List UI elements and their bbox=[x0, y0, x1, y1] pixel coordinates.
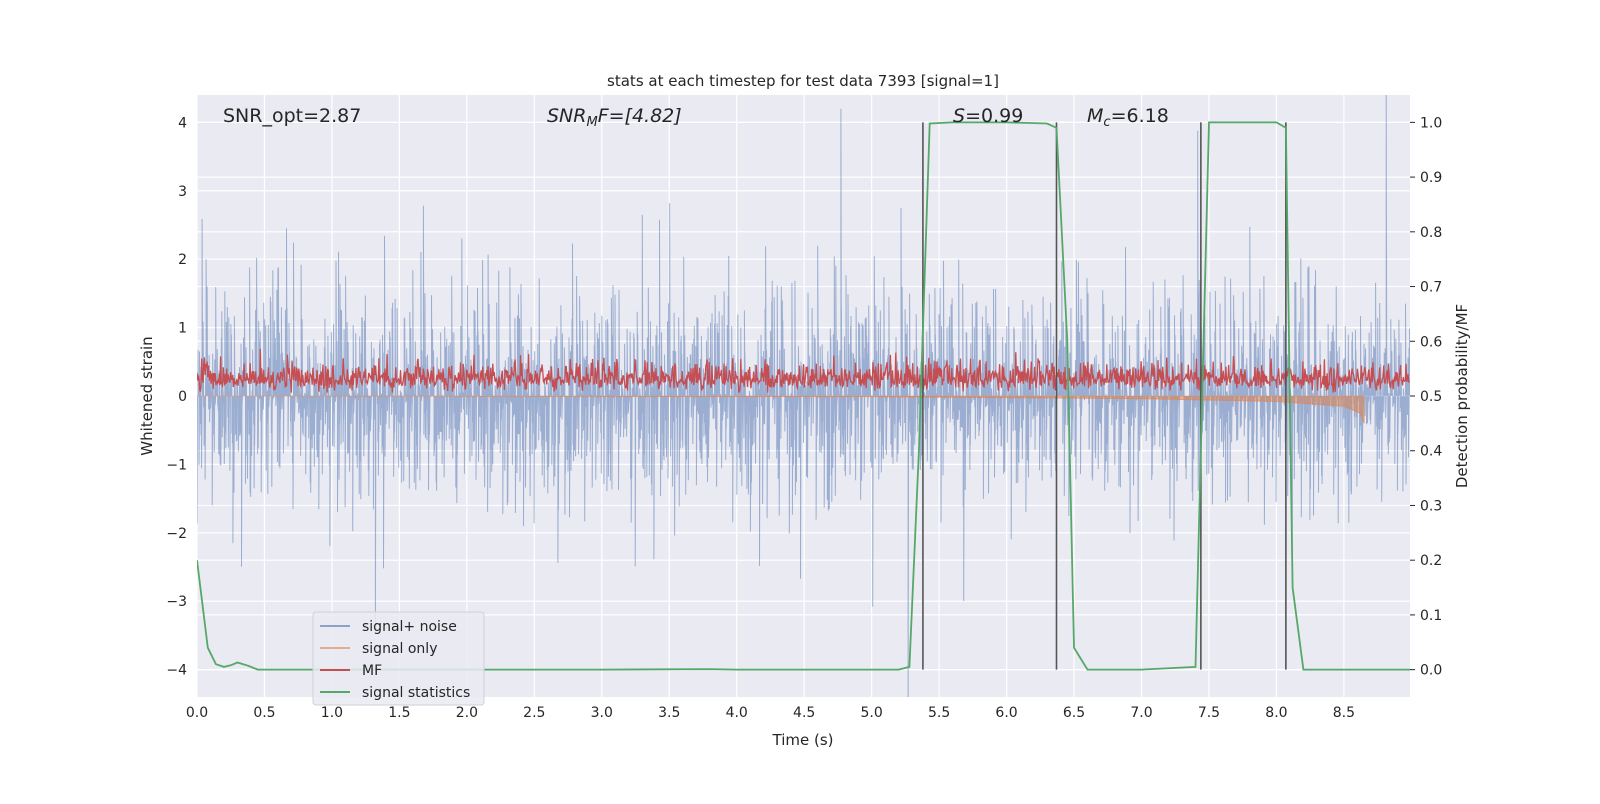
snr-mf-main: SNR bbox=[547, 105, 586, 127]
y-tick-label: 2 bbox=[178, 252, 187, 268]
x-tick-label: 2.5 bbox=[523, 705, 545, 721]
x-tick-label: 0.5 bbox=[253, 705, 275, 721]
y-axis-label: Whitened strain bbox=[138, 336, 156, 455]
legend: signal+ noise signal only MF signal statist… bbox=[312, 611, 485, 706]
y-tick-label: 4 bbox=[178, 115, 187, 131]
mc-rest: =6.18 bbox=[1111, 105, 1169, 127]
s-main: S bbox=[953, 105, 965, 127]
y-tick-label-right: 0.0 bbox=[1420, 663, 1442, 679]
y-axis-label-right: Detection probability/MF bbox=[1453, 304, 1471, 488]
annotation-snr-mf: SNRMF=[4.82] bbox=[547, 105, 682, 130]
legend-box bbox=[312, 611, 485, 706]
x-tick-label: 2.0 bbox=[456, 705, 478, 721]
legend-label: MF bbox=[362, 663, 382, 679]
x-tick-label: 4.5 bbox=[793, 705, 815, 721]
legend-label: signal only bbox=[362, 641, 437, 657]
mc-sub: c bbox=[1103, 115, 1110, 130]
x-tick-label: 4.0 bbox=[726, 705, 748, 721]
y-tick-label-right: 0.6 bbox=[1420, 334, 1442, 350]
y-tick-label: 3 bbox=[178, 184, 187, 200]
x-tick-label: 3.5 bbox=[658, 705, 680, 721]
y-tick-label-right: 0.3 bbox=[1420, 498, 1442, 514]
y-tick-label-right: 0.7 bbox=[1420, 280, 1442, 296]
y-tick-label: −4 bbox=[166, 663, 187, 679]
y-tick-label: −3 bbox=[166, 594, 187, 610]
mc-main: M bbox=[1087, 105, 1103, 127]
series-signal-only bbox=[197, 395, 1365, 424]
y-tick-label: −2 bbox=[166, 526, 187, 542]
s-rest: =0.99 bbox=[965, 105, 1023, 127]
y-tick-label: 1 bbox=[178, 321, 187, 337]
x-tick-label: 1.5 bbox=[388, 705, 410, 721]
series-mf bbox=[197, 348, 1410, 393]
y-tick-label: −1 bbox=[166, 457, 187, 473]
snr-mf-sub: M bbox=[586, 115, 597, 130]
x-tick-label: 7.5 bbox=[1198, 705, 1220, 721]
x-tick-label: 6.0 bbox=[995, 705, 1017, 721]
chart-title: stats at each timestep for test data 739… bbox=[607, 72, 999, 90]
y-tick-label-right: 0.5 bbox=[1420, 389, 1442, 405]
x-tick-label: 5.0 bbox=[861, 705, 883, 721]
annotation-mc: Mc=6.18 bbox=[1087, 105, 1169, 130]
x-tick-label: 1.0 bbox=[321, 705, 343, 721]
y-tick-label-right: 0.4 bbox=[1420, 444, 1442, 460]
x-ticks: 0.0 0.5 1.0 1.5 2.0 2.5 3.0 3.5 4.0 4.5 5.0 5.5 6.0 6… bbox=[186, 705, 1355, 721]
snr-mf-rest: F=[4.82] bbox=[598, 105, 682, 127]
x-tick-label: 6.5 bbox=[1063, 705, 1085, 721]
y-tick-label-right: 0.1 bbox=[1420, 608, 1442, 624]
y-ticks-right: 0.0 0.1 0.2 0.3 0.4 0.5 0.6 0.7 0.8 0.9 1.0 bbox=[1410, 115, 1442, 679]
x-tick-label: 7.0 bbox=[1130, 705, 1152, 721]
y-ticks: −4 −3 −2 −1 0 1 2 3 4 bbox=[166, 115, 187, 678]
annotation-snr-opt: SNR_opt=2.87 bbox=[223, 105, 361, 127]
x-tick-label: 3.0 bbox=[591, 705, 613, 721]
x-tick-label: 5.5 bbox=[928, 705, 950, 721]
y-tick-label: 0 bbox=[178, 389, 187, 405]
x-axis-label: Time (s) bbox=[772, 731, 834, 749]
x-tick-label: 8.0 bbox=[1265, 705, 1287, 721]
legend-label: signal statistics bbox=[362, 685, 470, 701]
x-tick-label: 0.0 bbox=[186, 705, 208, 721]
series-signal-statistics bbox=[197, 121, 1410, 671]
annotation-s: S=0.99 bbox=[953, 105, 1023, 127]
vertical-markers bbox=[922, 122, 1287, 670]
y-tick-label-right: 0.2 bbox=[1420, 553, 1442, 569]
y-tick-label-right: 1.0 bbox=[1420, 115, 1442, 131]
y-tick-label-right: 0.8 bbox=[1420, 225, 1442, 241]
x-tick-label: 8.5 bbox=[1333, 705, 1355, 721]
y-tick-label-right: 0.9 bbox=[1420, 170, 1442, 186]
legend-label: signal+ noise bbox=[362, 619, 457, 635]
